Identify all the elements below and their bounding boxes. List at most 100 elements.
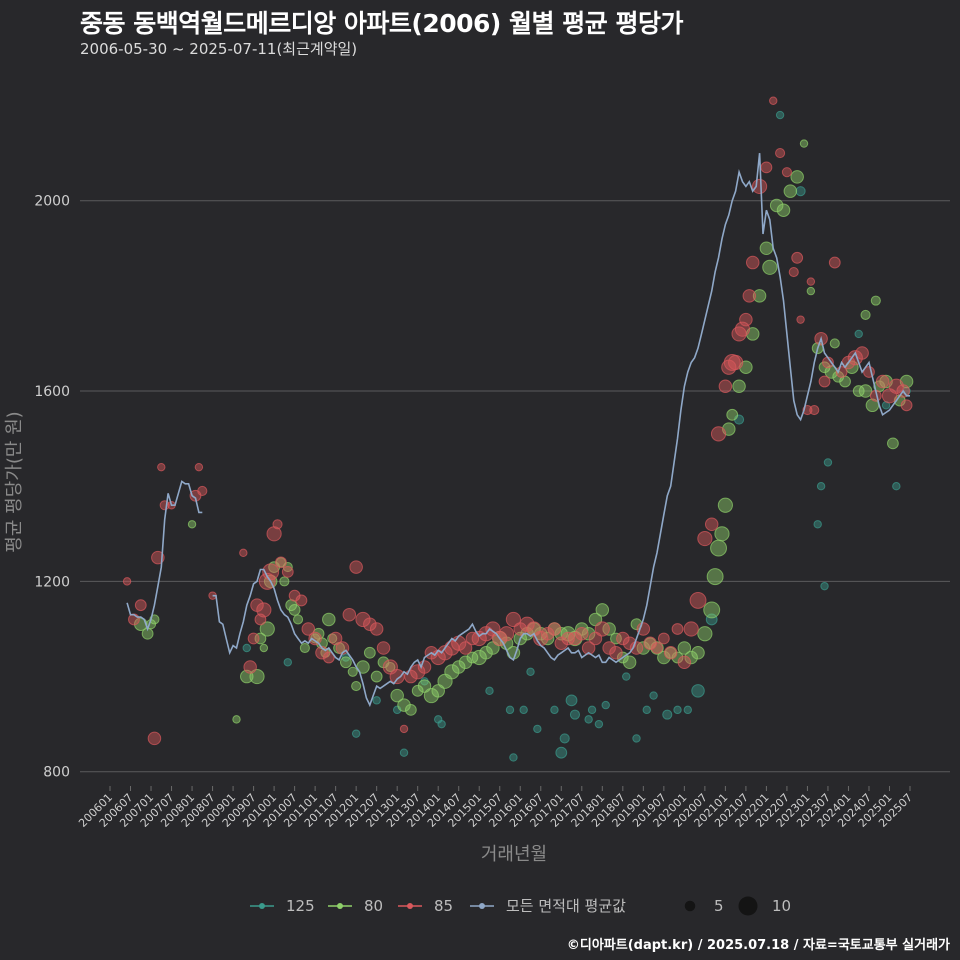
legend-key-dot-s80 — [337, 903, 343, 909]
point-s85 — [742, 289, 757, 303]
point-s80 — [726, 408, 739, 421]
point-s80 — [259, 621, 275, 637]
point-s80 — [444, 664, 460, 680]
point-s80 — [288, 604, 301, 616]
point-s125 — [584, 715, 593, 724]
point-s80 — [769, 198, 784, 213]
legend-size-label: 5 — [714, 897, 724, 915]
point-s85 — [498, 626, 515, 642]
point-s80 — [187, 520, 197, 529]
point-s85 — [363, 617, 377, 631]
point-s80 — [799, 139, 809, 148]
point-s85 — [651, 642, 663, 654]
point-s85 — [697, 530, 713, 547]
point-s85 — [301, 622, 316, 636]
point-s85 — [328, 631, 343, 646]
point-s85 — [663, 646, 678, 660]
point-s80 — [852, 385, 865, 397]
point-s85 — [258, 572, 276, 590]
point-s80 — [458, 655, 473, 670]
point-s85 — [728, 354, 744, 371]
average-line-segment — [212, 153, 910, 708]
point-s85 — [900, 399, 913, 412]
point-s125 — [705, 613, 718, 626]
point-s85 — [295, 594, 308, 607]
point-s85 — [194, 462, 204, 472]
point-s80 — [717, 497, 733, 513]
point-s85 — [389, 668, 405, 685]
source-credit: ©디아파트(dapt.kr) / 2025.07.18 / 자료=국토교통부 실… — [566, 938, 950, 953]
point-s125 — [823, 458, 833, 467]
point-s85 — [775, 148, 786, 159]
point-s85 — [602, 641, 616, 655]
point-s85 — [616, 631, 630, 646]
point-s125 — [587, 705, 597, 715]
point-s85 — [769, 96, 778, 105]
point-s85 — [122, 577, 132, 586]
point-s125 — [509, 753, 518, 762]
y-tick-label: 2000 — [34, 194, 70, 210]
point-s85 — [818, 375, 831, 388]
point-s85 — [561, 631, 575, 646]
point-s85 — [751, 178, 768, 195]
point-s125 — [565, 694, 578, 707]
point-s80 — [451, 660, 466, 674]
point-s85 — [806, 277, 816, 286]
point-s125 — [569, 709, 581, 720]
point-s85 — [275, 556, 287, 569]
point-s85 — [791, 251, 804, 264]
point-s80 — [752, 289, 767, 303]
point-s85 — [718, 379, 733, 394]
point-s80 — [275, 557, 286, 568]
point-s85 — [243, 660, 257, 674]
point-s125 — [691, 684, 705, 698]
point-s85 — [281, 565, 294, 578]
chart-subtitle: 2006-05-30 ~ 2025-07-11(최근계약일) — [80, 40, 358, 58]
point-s80 — [610, 632, 622, 645]
point-s80 — [249, 668, 265, 685]
point-s125 — [673, 705, 682, 715]
point-s85 — [458, 641, 473, 655]
point-s125 — [662, 709, 673, 720]
point-s80 — [657, 650, 671, 665]
point-s80 — [762, 259, 778, 275]
point-s125 — [283, 658, 292, 667]
point-s125 — [775, 110, 785, 120]
point-s85 — [643, 636, 657, 650]
point-s80 — [677, 641, 692, 655]
point-s85 — [581, 641, 596, 655]
point-s125 — [555, 746, 568, 759]
point-s85 — [745, 255, 760, 270]
point-s85 — [809, 405, 820, 416]
point-s85 — [399, 724, 409, 734]
point-s85 — [256, 602, 272, 618]
point-s85 — [147, 731, 162, 746]
point-s85 — [417, 660, 432, 674]
point-s85 — [671, 623, 684, 635]
point-s80 — [351, 681, 362, 692]
point-s85 — [683, 621, 699, 637]
point-s80 — [710, 539, 727, 557]
point-s80 — [370, 670, 383, 683]
point-s80 — [691, 646, 705, 660]
x-axis-ticks: 2006012006072007012007072008012008072009… — [76, 786, 915, 830]
point-s125 — [642, 705, 651, 715]
average-line-segment — [126, 480, 203, 632]
legend-key-dot-s125 — [259, 903, 265, 909]
point-s125 — [854, 329, 863, 339]
point-s80 — [339, 656, 352, 669]
point-s80 — [479, 646, 493, 660]
point-s85 — [855, 346, 869, 360]
point-s85 — [723, 354, 741, 371]
point-s85 — [376, 641, 391, 655]
point-s85 — [547, 622, 562, 636]
point-s80 — [858, 384, 873, 398]
point-s125 — [601, 700, 610, 710]
point-s85 — [739, 312, 753, 327]
point-s80 — [650, 641, 664, 655]
x-axis-label: 거래년월 — [481, 844, 547, 865]
point-s80 — [759, 241, 774, 256]
chart-title: 중동 동백역월드메르디앙 아파트(2006) 월별 평균 평당가 — [80, 9, 683, 38]
point-s80 — [299, 642, 310, 654]
point-s80 — [714, 526, 730, 542]
